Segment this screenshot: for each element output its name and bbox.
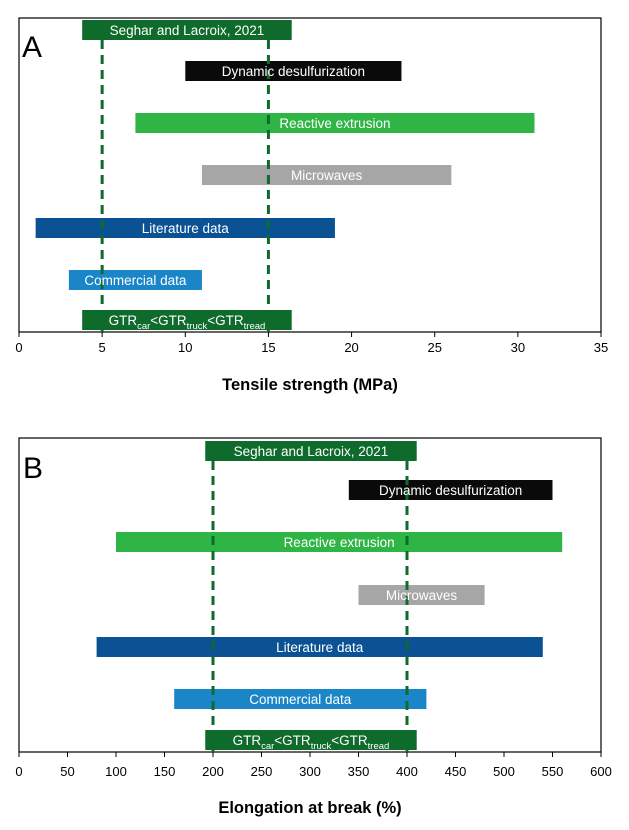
panel-b-tick-label-250: 250: [251, 764, 273, 779]
panel-a-label-part-1: car: [137, 321, 150, 332]
panel-a-tick-label-35: 35: [594, 340, 608, 355]
panel-b-letter: B: [23, 452, 43, 485]
panel-a-bar-reactive-extrusion: [135, 113, 535, 133]
panel-b-label-part-4: <GTR: [331, 733, 368, 748]
panel-a-chart: Seghar and Lacroix, 2021 Dynamic desulfur…: [15, 17, 608, 394]
panel-a-letter: A: [22, 31, 42, 64]
panel-b-tick-label-600: 600: [590, 764, 612, 779]
panel-b-label-part-1: car: [261, 741, 274, 752]
panel-a-label-part-3: truck: [187, 321, 208, 332]
panel-b-label-literature-data: Literature data: [276, 640, 364, 655]
panel-a-label-reactive-extrusion: Reactive extrusion: [279, 116, 390, 131]
panel-b-tick-label-550: 550: [542, 764, 564, 779]
panel-b-tick-label-300: 300: [299, 764, 321, 779]
panel-b-label-part-5: tread: [368, 741, 390, 752]
panel-b-x-axis-title: Elongation at break (%): [218, 799, 401, 817]
panel-b-label-reactive-extrusion: Reactive extrusion: [284, 535, 395, 550]
panel-b-tick-label-50: 50: [60, 764, 74, 779]
panel-a-x-axis-title: Tensile strength (MPa): [222, 376, 398, 394]
panel-b-label-gtr-car-gtr-truck-gtr-tread: GTRcar<GTRtruck<GTRtread: [233, 733, 390, 752]
panel-b-tick-label-200: 200: [202, 764, 224, 779]
panel-a-label-dynamic-desulfurization: Dynamic desulfurization: [222, 64, 365, 79]
panel-a-label-part-2: <GTR: [150, 313, 187, 328]
panel-b-tick-label-100: 100: [105, 764, 127, 779]
panel-b-tick-label-400: 400: [396, 764, 418, 779]
panel-b-bar-dynamic-desulfurization: [348, 480, 553, 500]
panel-b-tick-label-150: 150: [154, 764, 176, 779]
panel-b-label-commercial-data: Commercial data: [249, 692, 352, 707]
panel-b-bar-seghar-and-lacroix-2021: [205, 441, 417, 461]
panel-a-bar-literature-data: [35, 218, 335, 238]
panel-b-label-part-3: truck: [311, 741, 332, 752]
panel-a-tick-label-10: 10: [178, 340, 192, 355]
panel-b-label-part-0: GTR: [233, 733, 262, 748]
panel-a-label-seghar-and-lacroix-2021: Seghar and Lacroix, 2021: [110, 23, 265, 38]
panel-a-label-commercial-data: Commercial data: [84, 273, 187, 288]
panel-b-chart: Seghar and Lacroix, 2021 Dynamic desulfur…: [15, 437, 612, 817]
panel-b-bar-reactive-extrusion: [116, 532, 563, 552]
panel-a-tick-label-25: 25: [427, 340, 441, 355]
panel-b-label-seghar-and-lacroix-2021: Seghar and Lacroix, 2021: [234, 444, 389, 459]
panel-a-label-literature-data: Literature data: [142, 221, 230, 236]
panel-b-bar-literature-data: [96, 637, 543, 657]
panel-a-tick-label-5: 5: [99, 340, 106, 355]
panel-b-tick-label-350: 350: [348, 764, 370, 779]
panel-a-label-part-4: <GTR: [207, 313, 244, 328]
panel-a-bar-microwaves: [201, 165, 452, 185]
panel-a-label-part-5: tread: [244, 321, 266, 332]
panel-a-bar-gtr-car-gtr-truck-gtr-tread: [82, 310, 292, 330]
panel-b-label-microwaves: Microwaves: [386, 588, 458, 603]
panel-b-label-dynamic-desulfurization: Dynamic desulfurization: [379, 483, 522, 498]
panel-a-label-microwaves: Microwaves: [291, 168, 363, 183]
panel-b-tick-label-0: 0: [15, 764, 22, 779]
panel-b-tick-label-500: 500: [493, 764, 515, 779]
panel-b-bar-commercial-data: [174, 689, 427, 709]
panel-a-frame: [18, 17, 602, 333]
panel-b-bar-gtr-car-gtr-truck-gtr-tread: [205, 730, 417, 750]
panel-b-tick-label-450: 450: [445, 764, 467, 779]
panel-a-tick-label-0: 0: [15, 340, 22, 355]
panel-a-tick-label-20: 20: [344, 340, 358, 355]
panel-b-label-part-2: <GTR: [274, 733, 311, 748]
panel-a-label-part-0: GTR: [109, 313, 138, 328]
panel-a-label-gtr-car-gtr-truck-gtr-tread: GTRcar<GTRtruck<GTRtread: [109, 313, 266, 332]
panel-a-tick-label-30: 30: [511, 340, 525, 355]
panel-a-bar-seghar-and-lacroix-2021: [82, 20, 292, 40]
panel-a-bar-dynamic-desulfurization: [185, 61, 402, 81]
panel-a-tick-label-15: 15: [261, 340, 275, 355]
panel-b-bar-microwaves: [358, 585, 485, 605]
